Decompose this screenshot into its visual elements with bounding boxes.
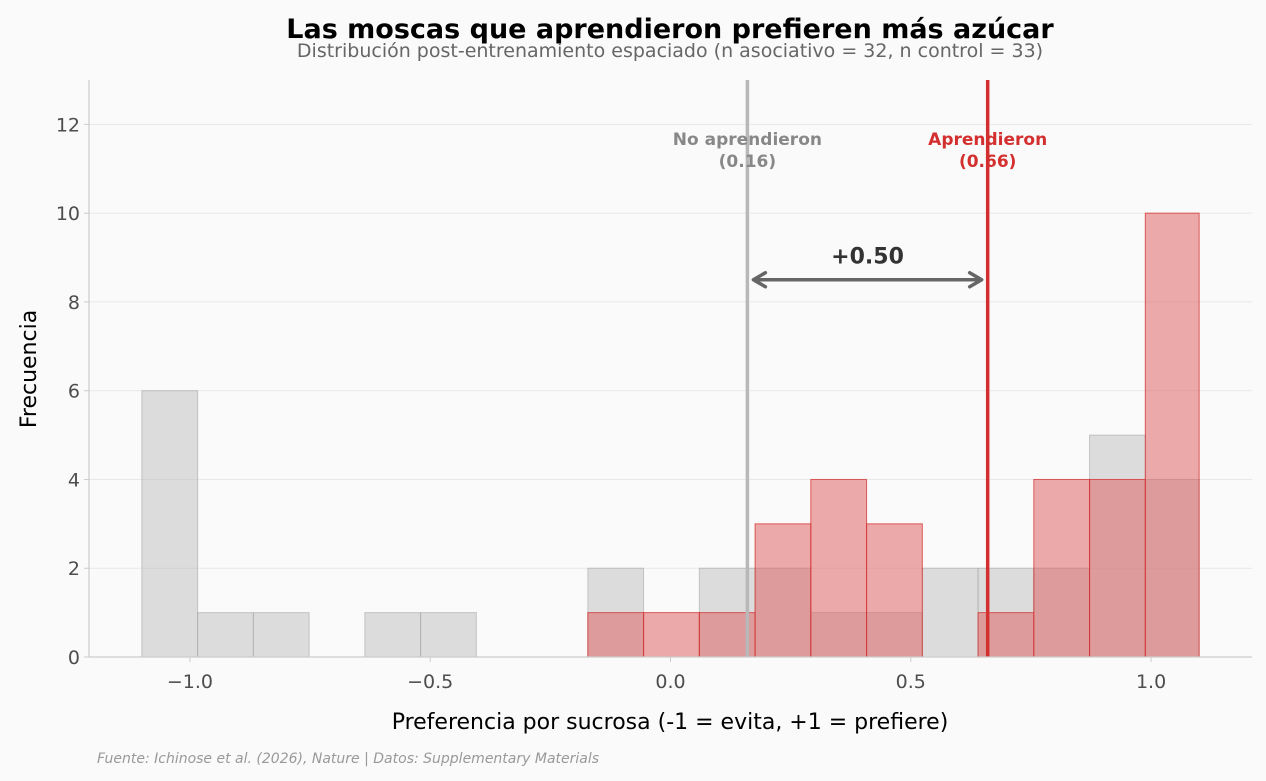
associative-bar [754, 523, 812, 658]
y-tick-label: 0 [68, 647, 80, 669]
associative-bar [866, 523, 923, 658]
associative-bar [810, 478, 868, 658]
x-tick-label: 1.0 [1136, 671, 1166, 693]
chart-title: Las moscas que aprendieron prefieren más… [286, 14, 1054, 45]
difference-label: +0.50 [831, 245, 904, 270]
tick-labels: −1.0 −0.5 0.0 0.5 1.0 0 2 4 6 8 10 12 [56, 114, 1166, 693]
associative-bar [587, 612, 645, 658]
y-tick-label: 2 [68, 558, 80, 580]
difference-arrow-left-head [751, 270, 768, 289]
x-tick-label: 0.0 [655, 671, 685, 693]
source-note: Fuente: Ichinose et al. (2026), Nature |… [97, 751, 599, 767]
y-axis-label: Frecuencia [17, 310, 42, 428]
y-tick-label: 12 [56, 114, 80, 136]
associative-bar [1144, 212, 1200, 658]
control-bar [252, 612, 310, 658]
control-mean-value: (0.16) [719, 152, 776, 172]
associative-mean-label: Aprendieron [928, 130, 1047, 150]
y-tick-label: 10 [56, 203, 80, 225]
x-axis-label: Preferencia por sucrosa (-1 = evita, +1 … [392, 710, 949, 735]
associative-bar [1089, 478, 1146, 658]
x-tick-label: −0.5 [407, 671, 453, 693]
control-bar [197, 612, 254, 658]
gridlines [89, 123, 1252, 569]
associative-bar [643, 612, 700, 658]
chart-subtitle: Distribución post-entrenamiento espaciad… [297, 40, 1043, 62]
associative-bar [1033, 478, 1091, 658]
difference-arrow-right-head [967, 270, 984, 289]
control-mean-label: No aprendieron [673, 130, 822, 150]
reference-lines: No aprendieron(0.16) Aprendieron(0.66) +0.… [673, 80, 1047, 657]
associative-mean-value: (0.66) [959, 152, 1016, 172]
control-bar [141, 390, 199, 658]
control-bar [364, 612, 422, 658]
x-tick-label: 0.5 [896, 671, 926, 693]
y-tick-label: 4 [68, 469, 80, 491]
y-tick-label: 8 [68, 292, 80, 314]
control-bar [420, 612, 477, 658]
control-bar [921, 567, 979, 658]
x-tick-label: −1.0 [167, 671, 213, 693]
y-tick-label: 6 [68, 381, 80, 403]
